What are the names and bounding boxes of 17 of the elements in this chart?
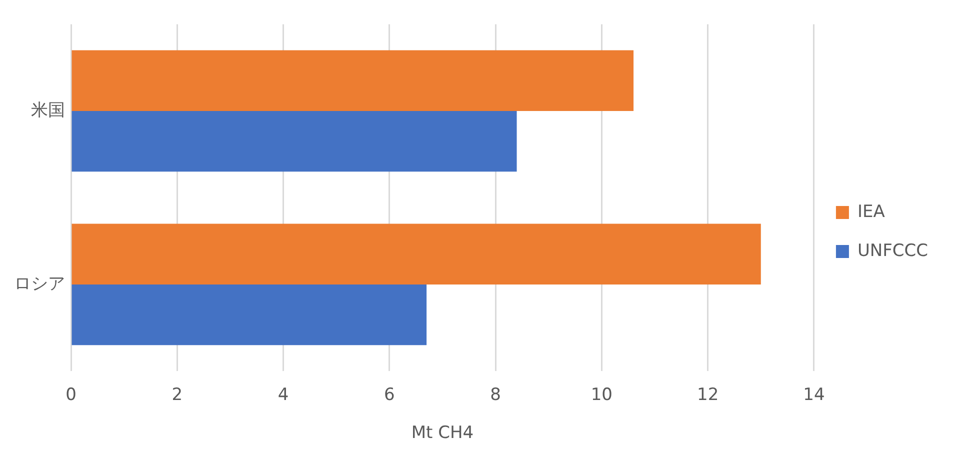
x-tick-label: 14	[803, 384, 825, 405]
legend-label: UNFCCC	[857, 240, 928, 261]
x-tick-label: 6	[384, 384, 395, 405]
x-tick-label: 0	[66, 384, 76, 405]
bar	[72, 110, 517, 172]
y-tick-label: ロシア	[14, 274, 65, 294]
legend-label: IEA	[857, 202, 886, 222]
bar	[72, 284, 427, 346]
x-tick-label: 2	[172, 384, 183, 405]
bar	[72, 224, 761, 284]
x-tick-label: 12	[696, 384, 719, 405]
x-axis-title: Mt CH4	[411, 423, 474, 444]
x-tick-label: 4	[278, 384, 289, 405]
y-tick-label: 米国	[31, 100, 65, 120]
bar	[72, 50, 634, 111]
x-tick-label: 10	[590, 384, 612, 405]
x-tick-label: 8	[490, 384, 501, 405]
